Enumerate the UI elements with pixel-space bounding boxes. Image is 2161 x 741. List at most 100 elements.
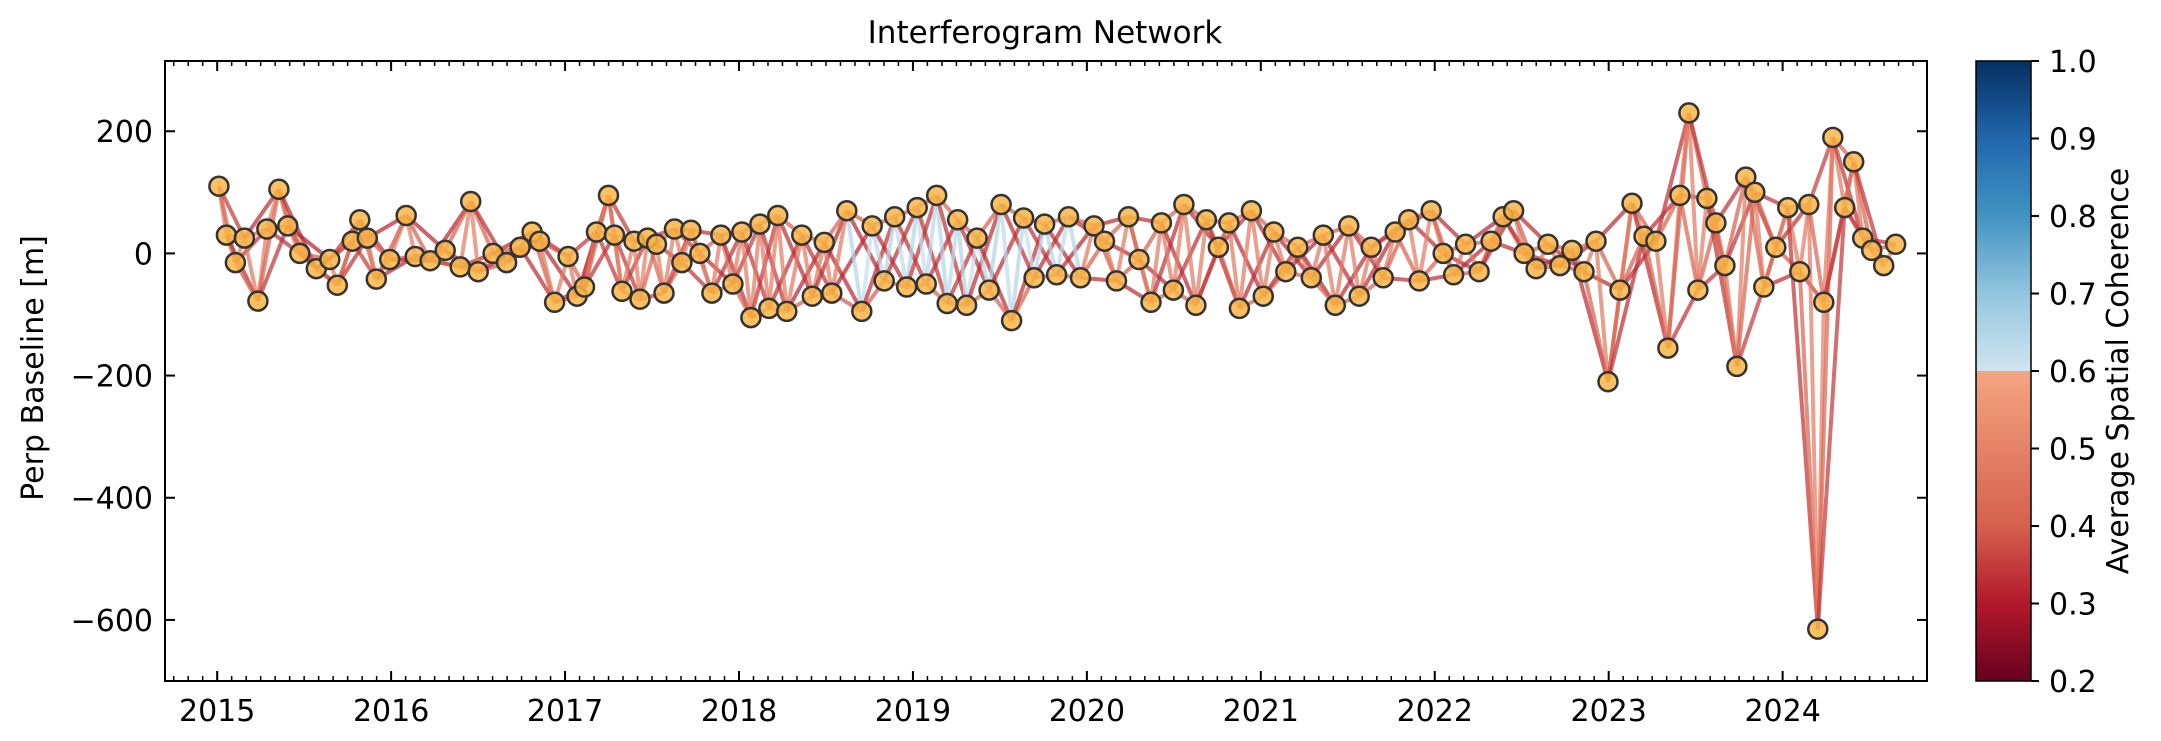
acquisition-node <box>1287 236 1309 259</box>
network-edge <box>1237 210 1254 309</box>
acquisition-node <box>1117 206 1140 228</box>
network-edge <box>1722 176 1748 267</box>
acquisition-node <box>1561 239 1583 262</box>
network-edge <box>748 223 762 318</box>
network-edge <box>1171 204 1186 291</box>
acquisition-node <box>701 282 723 304</box>
acquisition-node <box>1765 236 1787 259</box>
acquisition-node <box>1083 215 1105 237</box>
acquisition-node <box>1207 236 1230 259</box>
network-edge <box>1653 240 1670 349</box>
acquisition-node <box>509 236 531 259</box>
network-edge <box>468 201 481 272</box>
acquisition-node <box>861 215 883 237</box>
acquisition-node <box>1807 618 1829 640</box>
acquisition-node <box>731 221 753 243</box>
network-edge <box>1249 210 1266 297</box>
network-edge <box>1114 216 1131 282</box>
network-edge <box>844 210 864 312</box>
acquisition-node <box>1420 199 1442 222</box>
network-edge <box>830 224 874 295</box>
colorbar-tick-label: 0.3 <box>2049 588 2097 623</box>
network-edge <box>1333 246 1373 307</box>
acquisition-node <box>1678 102 1700 124</box>
acquisition-node <box>873 270 895 292</box>
acquisition-node <box>1033 213 1056 235</box>
colorbar-tick-label: 0.9 <box>2049 123 2097 158</box>
network-edge <box>1686 112 1700 291</box>
network-edge <box>458 201 473 268</box>
colorbar-tick-label: 0.4 <box>2049 510 2097 545</box>
acquisition-node <box>813 231 836 254</box>
acquisition-node <box>1822 126 1844 149</box>
acquisition-node <box>936 292 958 315</box>
acquisition-node <box>543 291 566 314</box>
acquisition-node <box>557 245 579 268</box>
colorbar-tick-label: 0.5 <box>2049 433 2097 468</box>
network-edge <box>255 188 281 302</box>
acquisition-node <box>1185 294 1207 317</box>
colorbar-label: Average Spatial Coherence <box>2101 168 2136 574</box>
x-tick-label: 2020 <box>1049 694 1125 729</box>
x-tick-label: 2017 <box>527 694 603 729</box>
acquisition-node <box>597 184 620 207</box>
network-edge <box>999 204 1014 321</box>
acquisition-node <box>1669 184 1691 207</box>
network-edge <box>829 210 849 294</box>
network-edge <box>1594 241 1610 382</box>
acquisition-node <box>1372 267 1394 289</box>
acquisition-node <box>1140 291 1162 314</box>
acquisition-node <box>528 230 551 252</box>
acquisition-node <box>645 233 668 256</box>
network-edge <box>1752 192 1766 288</box>
network-edge <box>537 240 579 298</box>
network-edge <box>1237 231 1276 310</box>
acquisition-node <box>1549 254 1571 277</box>
acquisition-node <box>1173 193 1195 216</box>
acquisition-node <box>1621 192 1643 215</box>
network-edge <box>1806 204 1826 303</box>
network-edge <box>1806 136 1835 206</box>
x-tick-label: 2021 <box>1223 694 1299 729</box>
network-edge <box>1695 198 1709 291</box>
network-edge <box>1226 222 1242 309</box>
network-edge <box>915 207 929 285</box>
acquisition-node <box>1454 233 1477 256</box>
x-tick-label: 2018 <box>701 694 777 729</box>
acquisition-node <box>268 178 290 201</box>
network-edge <box>1417 210 1434 282</box>
network-edge <box>1618 203 1634 291</box>
colorbar <box>1975 60 2032 682</box>
acquisition-node <box>1093 230 1116 252</box>
acquisition-node <box>1573 260 1595 283</box>
network-edge <box>1346 225 1362 297</box>
network-edge <box>915 207 950 305</box>
x-tick-label: 2019 <box>875 694 951 729</box>
acquisition-node <box>1842 151 1865 173</box>
network-edge <box>955 219 969 306</box>
network-edge <box>662 228 677 294</box>
acquisition-node <box>689 242 711 265</box>
network-edge <box>1666 289 1700 350</box>
network-edge <box>934 194 969 306</box>
acquisition-node <box>256 218 278 240</box>
acquisition-node <box>585 221 608 243</box>
acquisition-node <box>1240 199 1263 222</box>
acquisition-node <box>1105 270 1128 292</box>
acquisition-node <box>277 215 299 237</box>
acquisition-node <box>289 242 311 265</box>
acquisition-node <box>208 175 230 197</box>
acquisition-node <box>1408 270 1430 292</box>
network-edge <box>934 195 950 304</box>
acquisition-node <box>1513 242 1535 265</box>
acquisition-node <box>1057 206 1080 228</box>
acquisition-node <box>1162 279 1185 301</box>
acquisition-node <box>319 248 341 271</box>
acquisition-node <box>1726 355 1748 378</box>
acquisition-node <box>1789 260 1811 283</box>
acquisition-node <box>365 268 388 290</box>
network-edge <box>1653 112 1691 242</box>
x-tick-label: 2024 <box>1744 694 1820 729</box>
acquisition-node <box>791 224 813 246</box>
